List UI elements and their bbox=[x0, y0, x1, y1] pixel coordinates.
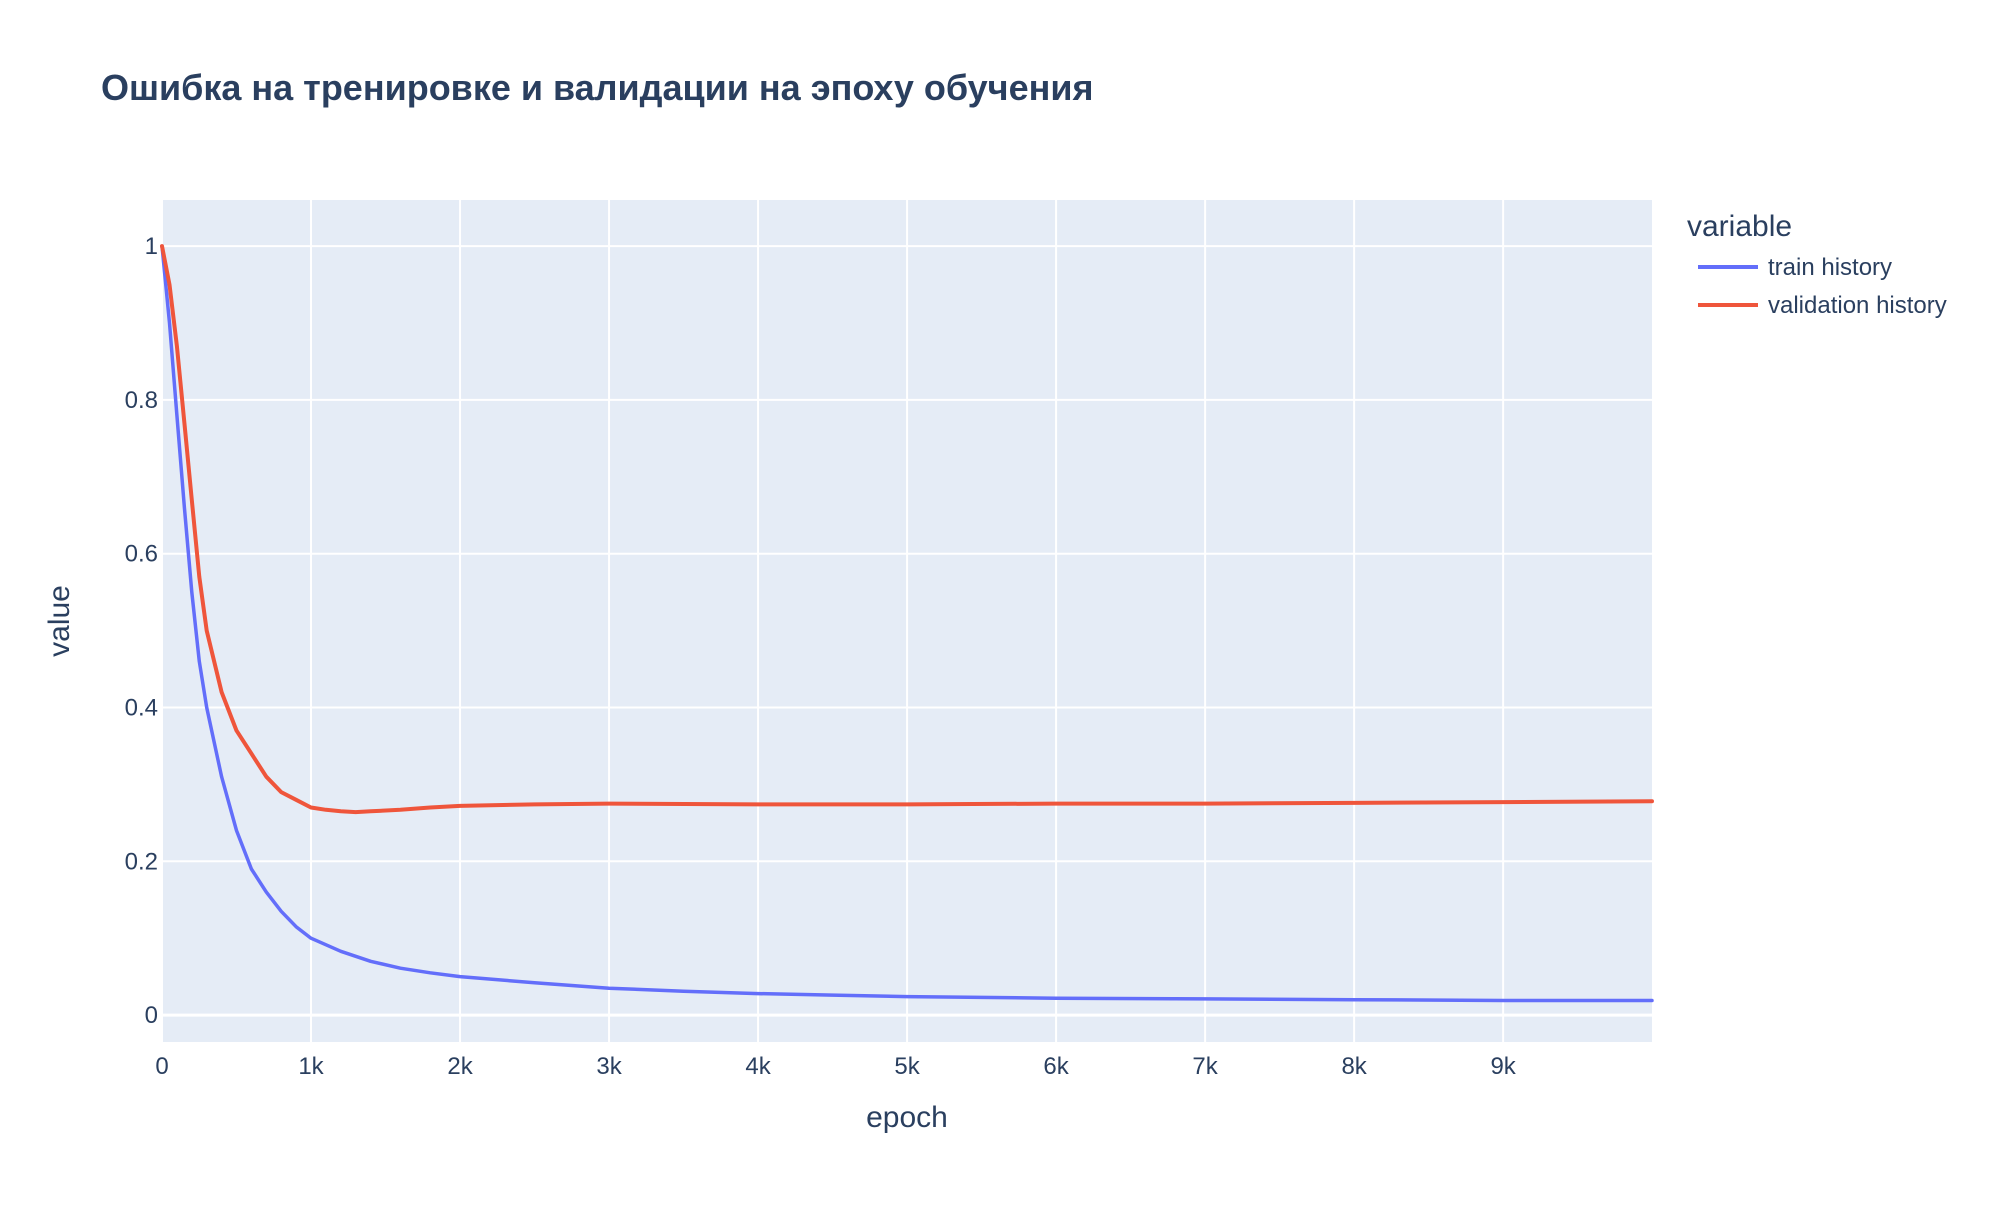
legend-item-label: validation history bbox=[1768, 292, 1947, 319]
legend-item-label: train history bbox=[1768, 254, 1892, 281]
series-layer bbox=[160, 244, 1654, 1003]
y-tick-label: 0.6 bbox=[125, 541, 158, 568]
grid bbox=[161, 200, 1652, 1042]
series-line-train bbox=[160, 244, 1654, 1003]
y-tick-label: 0.4 bbox=[125, 695, 158, 722]
x-tick-label: 7k bbox=[1192, 1053, 1218, 1080]
legend-title: variable bbox=[1687, 210, 1792, 243]
x-tick-label: 6k bbox=[1043, 1053, 1069, 1080]
series-line-validation bbox=[160, 244, 1654, 815]
chart-title: Ошибка на тренировке и валидации на эпох… bbox=[101, 67, 1093, 108]
x-tick-label: 3k bbox=[596, 1053, 622, 1080]
y-tick-label: 0.8 bbox=[125, 387, 158, 414]
y-axis-title: value bbox=[43, 585, 76, 657]
y-tick-label: 0 bbox=[145, 1002, 158, 1029]
x-tick-label: 5k bbox=[894, 1053, 920, 1080]
x-axis-title: epoch bbox=[866, 1101, 948, 1134]
tick-labels: 0 1k 2k 3k 4k 5k 6k 7k 8k 9k 0 0.2 0.4 0.6 0.8 1 bbox=[125, 233, 1517, 1080]
x-tick-label: 2k bbox=[447, 1053, 473, 1080]
y-tick-label: 1 bbox=[145, 233, 158, 260]
x-tick-label: 0 bbox=[155, 1053, 168, 1080]
x-tick-label: 1k bbox=[298, 1053, 324, 1080]
x-tick-label: 9k bbox=[1490, 1053, 1516, 1080]
legend: variable train history validation history bbox=[1687, 210, 1947, 319]
x-tick-label: 8k bbox=[1341, 1053, 1367, 1080]
y-tick-label: 0.2 bbox=[125, 848, 158, 875]
x-tick-label: 4k bbox=[745, 1053, 771, 1080]
